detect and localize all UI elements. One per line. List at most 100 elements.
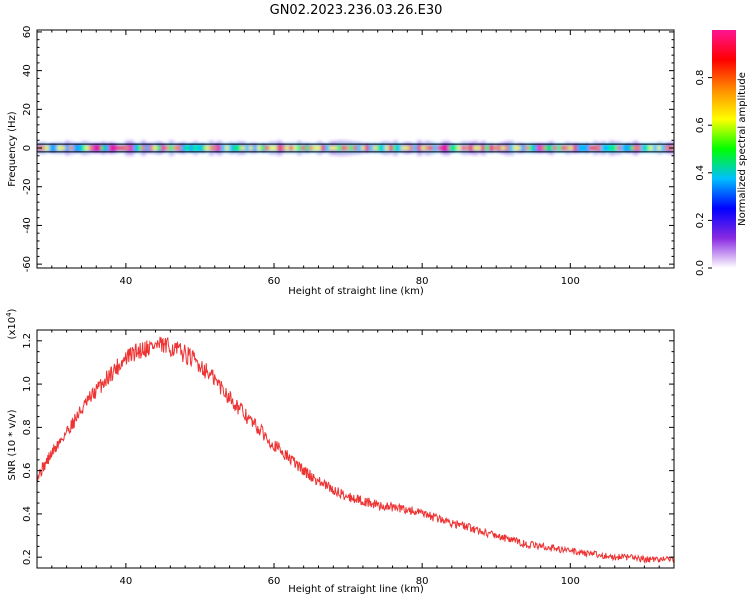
band-cell	[369, 146, 374, 151]
band-cell	[549, 146, 554, 151]
colorbar-tick-label: 0.0	[695, 260, 706, 276]
x-tick-label: 80	[416, 276, 429, 287]
band-cell	[361, 146, 366, 151]
band-cell	[205, 146, 210, 151]
spectrogram-y-axis-label: Frequency (Hz)	[7, 111, 18, 187]
band-cell	[401, 146, 406, 151]
band-cell	[481, 146, 486, 151]
band-cell	[73, 146, 78, 151]
band-cell	[129, 146, 134, 151]
band-cell	[397, 146, 402, 151]
band-cell	[625, 146, 630, 151]
band-cell	[93, 146, 98, 151]
y-tick-label: 60	[22, 26, 33, 39]
x-tick-label: 40	[120, 576, 133, 587]
band-cell	[449, 146, 454, 151]
band-cell	[569, 146, 574, 151]
band-cell	[277, 146, 282, 151]
band-cell	[189, 146, 194, 151]
band-cell	[597, 146, 602, 151]
band-cell	[409, 146, 414, 151]
band-cell	[521, 146, 526, 151]
band-cell	[265, 146, 270, 151]
band-cell	[513, 146, 518, 151]
y-tick-label: 1.2	[22, 333, 33, 349]
band-cell	[477, 146, 482, 151]
band-cell	[537, 146, 542, 151]
band-cell	[377, 146, 382, 151]
band-cell	[173, 146, 178, 151]
band-cell	[217, 146, 222, 151]
band-cell	[353, 146, 358, 151]
band-cell	[657, 146, 662, 151]
band-core	[37, 144, 674, 153]
snr-panel: 40 60 80 100 0.2 0.4 0.6 0.8 1.0 1.2 Height of s…	[5, 308, 675, 595]
band-cell	[297, 146, 302, 151]
x-tick-label: 100	[561, 576, 580, 587]
spectrogram-panel: 40 60 80 100 -60 -40 -20 0 20 40 60 Height of str…	[7, 26, 675, 297]
band-cell	[133, 146, 138, 151]
colorbar-gradient	[712, 30, 736, 268]
band-cell	[525, 146, 530, 151]
band-cell	[169, 146, 174, 151]
band-cell	[433, 146, 438, 151]
x-tick-label: 60	[268, 276, 281, 287]
snr-y-multiplier: (x104)	[5, 308, 18, 339]
colorbar-tick-label: 0.2	[695, 212, 706, 228]
band-cell	[193, 146, 198, 151]
band-cell	[413, 146, 418, 151]
band-cell	[417, 146, 422, 151]
band-cell	[557, 146, 562, 151]
band-cell	[405, 146, 410, 151]
band-cell	[501, 146, 506, 151]
band-cell	[461, 146, 466, 151]
band-cell	[209, 146, 214, 151]
colorbar: 0.0 0.2 0.4 0.6 0.8 Normalized spectral ampl…	[695, 30, 748, 276]
band-cell	[225, 146, 230, 151]
band-cell	[505, 146, 510, 151]
y-tick-label: -40	[22, 217, 33, 233]
band-cell	[213, 146, 218, 151]
band-cell	[269, 146, 274, 151]
band-cell	[357, 146, 362, 151]
band-cell	[285, 146, 290, 151]
band-cell	[229, 146, 234, 151]
band-cell	[333, 146, 338, 151]
band-cell	[489, 146, 494, 151]
snr-frame	[36, 329, 675, 569]
band-cell	[545, 146, 550, 151]
band-cell	[345, 146, 350, 151]
band-cell	[589, 146, 594, 151]
band-cell	[441, 146, 446, 151]
band-cell	[573, 146, 578, 151]
band-cell	[97, 146, 102, 151]
y-tick-label: 0.8	[22, 419, 33, 435]
band-cell	[493, 146, 498, 151]
band-cell	[241, 146, 246, 151]
band-cell	[53, 146, 58, 151]
figure-title: GN02.2023.236.03.26.E30	[270, 3, 443, 18]
band-cell	[201, 146, 206, 151]
band-cell	[649, 146, 654, 151]
band-cell	[221, 146, 226, 151]
band-cell	[665, 146, 670, 151]
band-cell	[121, 146, 126, 151]
band-cell	[337, 146, 342, 151]
band-cell	[469, 146, 474, 151]
band-cell	[149, 146, 154, 151]
x-tick-label: 40	[120, 276, 133, 287]
band-cell	[157, 146, 162, 151]
band-cell	[341, 146, 346, 151]
band-cell	[321, 146, 326, 151]
band-cell	[541, 146, 546, 151]
band-cell	[429, 146, 434, 151]
band-cell	[609, 146, 614, 151]
band-cell	[629, 146, 634, 151]
band-cell	[373, 146, 378, 151]
band-cell	[253, 146, 258, 151]
band-cell	[445, 146, 450, 151]
band-cell	[141, 146, 146, 151]
band-cell	[85, 146, 90, 151]
y-tick-label: 40	[22, 64, 33, 77]
band-cell	[65, 146, 70, 151]
